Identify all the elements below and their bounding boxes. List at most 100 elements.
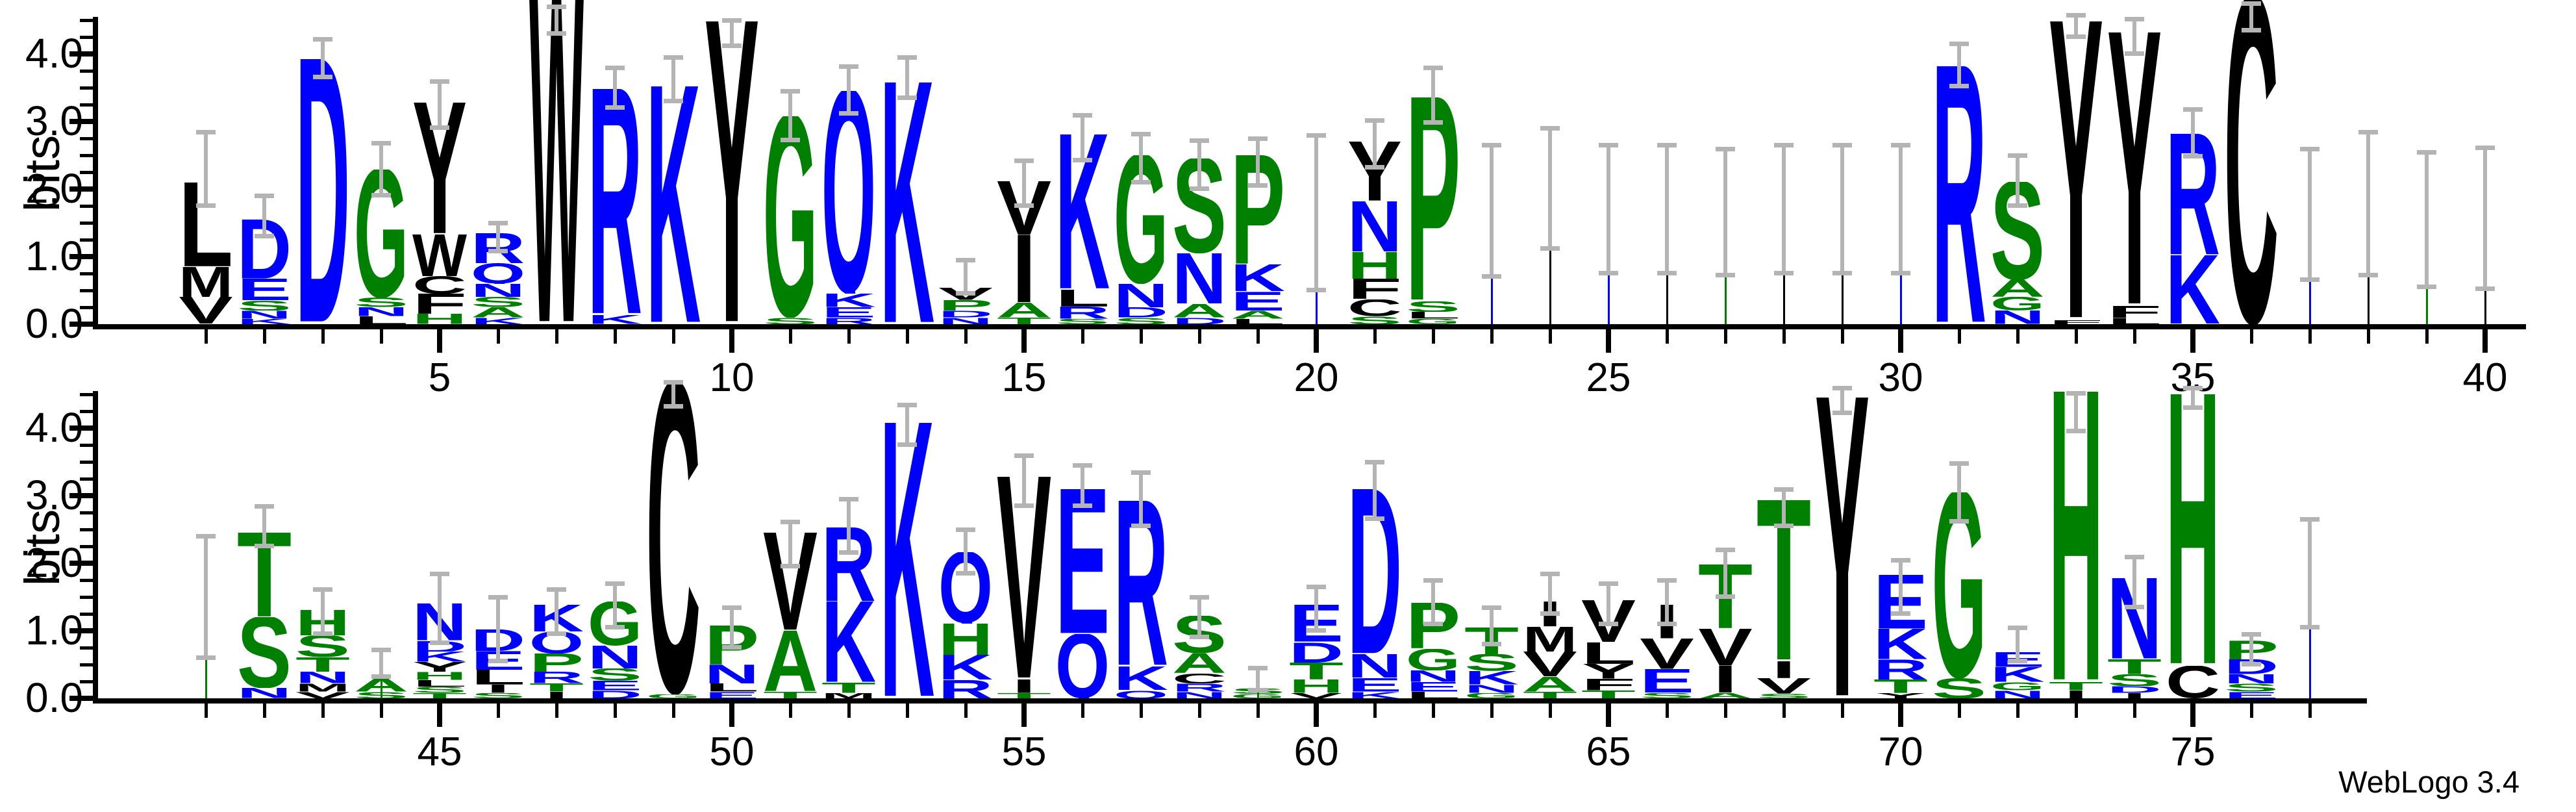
svg-text:K: K [646,86,701,324]
x-axis-tick [1490,329,1494,344]
y-axis-tick [80,221,93,225]
svg-text:L: L [1231,319,1285,324]
svg-text:H: H [1289,679,1344,693]
x-axis-tick [1314,704,1319,727]
error-bar-line [2074,392,2078,432]
error-bar-cap-top [1190,138,1209,144]
svg-text:V: V [1289,693,1344,698]
x-axis-tick [613,329,617,344]
svg-text:T: T [2049,682,2103,690]
error-bar-cap-bottom [1540,246,1560,251]
x-axis-tick [1021,329,1027,353]
svg-text:A: A [763,631,818,692]
svg-text:M: M [1523,627,1577,652]
logo-letter-C: C [1347,299,1402,316]
error-bar-cap-bottom [897,95,917,100]
y-axis-tick [80,578,93,582]
error-bar-line [847,66,851,114]
x-axis-tick [1782,704,1786,718]
svg-text:S: S [1055,319,1110,324]
logo-letter-D: D [588,691,642,698]
x-axis-tick [2249,329,2253,344]
error-bar-cap-bottom [313,75,332,80]
svg-text:D: D [1289,642,1344,663]
error-bar-cap-top [1599,143,1618,148]
svg-text:S: S [763,318,818,324]
svg-text:D: D [412,641,467,652]
logo-letter-A: A [1231,311,1285,318]
y-axis-tick-label: 4.0 [25,30,83,77]
logo-letter-T: T [997,693,1051,698]
error-bar-line [1314,587,1318,631]
logo-letter-L: L [1406,312,1460,318]
logo-letter-V: V [1523,652,1577,676]
y-axis-tick [80,646,93,650]
error-bar-line [1022,160,1026,206]
logo-letter-D: D [938,311,993,317]
x-axis-tick [2074,329,2078,344]
error-bar-tail [1549,248,1551,324]
logo-letter-N: N [2224,674,2279,684]
error-bar-cap-bottom [430,640,449,645]
error-bar-cap-bottom [547,631,566,637]
logo-letter-T: T [529,683,584,691]
svg-text:K: K [938,655,993,679]
error-bar-tail [1841,273,1844,324]
svg-text:R: R [938,680,993,698]
logo-letter-M: M [1523,627,1577,652]
error-bar-cap-bottom [2300,277,2320,283]
svg-text:L: L [2107,318,2162,324]
error-bar-cap-top [255,503,274,509]
y-axis-tick [80,18,93,22]
error-bar-cap-top [1073,463,1092,468]
svg-text:G: G [1406,319,1460,324]
error-bar-line [379,650,383,677]
x-axis-tick-label: 15 [1001,355,1047,400]
error-bar-line [1723,148,1727,276]
error-bar-cap-top [1131,470,1151,475]
error-bar-cap-bottom [371,193,391,198]
error-bar-cap-top [1657,143,1677,148]
error-bar-cap-bottom [1716,273,1735,278]
svg-text:E: E [821,307,876,318]
error-bar-cap-bottom [2008,203,2027,208]
error-bar-cap-bottom [2125,51,2144,56]
x-axis-tick-label: 5 [428,355,451,400]
svg-text:H: H [1347,252,1402,279]
logo-letter-K: K [821,294,876,307]
logo-letter-I: I [486,685,510,692]
x-axis-tick [2016,704,2020,718]
error-bar-cap-top [956,527,975,532]
error-bar-cap-bottom [313,631,332,637]
error-bar-cap-bottom [839,110,858,116]
logo-letter-S: S [1406,301,1460,312]
error-bar-cap-bottom [1949,83,1969,88]
error-bar-line [613,67,617,108]
x-axis-tick [204,329,208,344]
svg-text:Y: Y [1873,693,1928,698]
logo-letter-A: A [1523,677,1577,692]
svg-text:E: E [1055,489,1110,635]
svg-text:Y: Y [705,21,759,324]
x-axis-tick [964,704,968,718]
logo-letter-N: N [1114,284,1168,307]
svg-text:T: T [997,318,1051,324]
svg-text:S: S [1932,678,1986,698]
logo-letter-A: A [997,303,1051,318]
svg-text:S: S [354,298,408,307]
error-bar-cap-bottom [1891,611,1910,616]
error-bar-cap-bottom [2358,273,2378,278]
error-bar-cap-top [781,519,800,524]
logo-letter-T: T [1523,692,1577,698]
svg-text:F: F [412,294,467,314]
svg-text:M: M [295,683,350,691]
error-bar-cap-bottom [1248,183,1268,188]
error-bar-cap-bottom [1423,621,1443,626]
x-axis-tick [905,329,909,344]
svg-text:L: L [471,670,525,685]
svg-text:K: K [1114,666,1168,690]
error-bar-line [1899,145,1903,273]
x-axis-tick [788,704,792,718]
logo-letter-S: S [1464,654,1519,671]
